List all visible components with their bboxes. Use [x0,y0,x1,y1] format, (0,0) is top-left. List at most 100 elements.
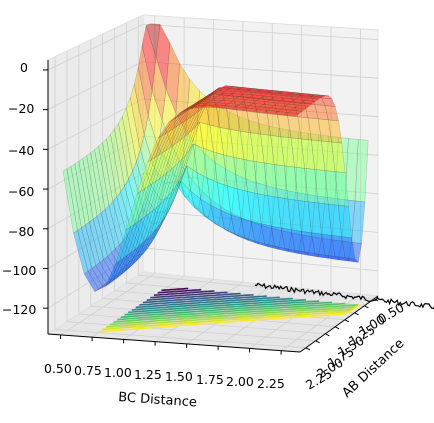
surface-patch [193,102,208,107]
surface-patch [99,259,115,281]
z-gridline [47,98,379,150]
surface-patch [180,180,195,208]
surface-patch [173,118,189,146]
surface-patch [198,93,213,112]
surface-patch [213,102,230,107]
surface-patch [161,126,178,154]
surface-patch [276,92,292,97]
surface-patch [217,100,233,104]
surface-patch [191,143,207,192]
surface-patch [255,123,270,186]
surface-patch [159,165,175,205]
surface-patch [208,87,223,96]
surface-patch [126,190,142,231]
surface-patch [187,179,203,210]
surface-patch [224,103,240,108]
surface-patch [146,203,161,240]
surface-patch [123,221,139,259]
surface-patch [224,88,240,92]
z-gridline [47,210,379,269]
surface-patch [311,232,326,256]
surface-patch [211,91,226,96]
surface-patch [91,265,107,287]
surface-patch [284,165,299,201]
x-gridline [280,28,361,351]
surface-patch [112,196,128,241]
surface-patch [276,90,292,96]
surface-patch [321,233,336,257]
surface-patch [129,84,145,150]
surface-patch [297,102,313,107]
surface-patch [266,91,282,96]
surface-patch [284,112,300,117]
surface-patch [221,90,237,94]
surface-patch [290,94,305,104]
surface-patch [151,149,167,185]
surface-patch [171,112,187,166]
surface-patch [311,96,326,106]
surface-patch [221,168,236,214]
surface-patch [223,154,238,190]
surface-patch [190,190,205,217]
surface-patch [331,198,346,242]
surface-patch [124,246,139,273]
y-tick [325,333,330,337]
surface-patch [120,185,136,231]
surface-patch [195,90,210,155]
surface-patch [278,230,293,252]
surface-patch [201,89,216,102]
surface-patch [121,261,137,271]
surface-patch [224,95,240,100]
z-tick-label: −100 [2,263,36,278]
surface-patch [245,105,261,110]
surface-patch [249,102,265,107]
x-tick-label: 0.50 [44,361,72,376]
surface-patch [294,166,309,202]
surface-patch [233,157,248,192]
surface-patch [190,97,205,109]
surface-patch [273,102,289,107]
surface-patch [201,154,216,201]
surface-patch [202,92,217,109]
surface-patch [273,94,289,99]
surface-patch [228,93,244,97]
contour-line [150,291,228,299]
surface-patch [102,138,117,202]
surface-patch [137,45,153,116]
surface-patch [314,169,329,205]
surface-patch [153,195,169,232]
surface-patch [227,185,242,219]
surface-patch [225,111,240,175]
x-gridline [217,25,303,347]
surface-patch [226,108,241,132]
surface-patch [179,106,194,114]
surface-patch [173,181,189,198]
surface-patch [324,170,339,206]
surface-patch [270,225,286,249]
surface-patch [160,181,175,201]
surface-patch [175,106,191,118]
surface-patch [212,93,227,109]
y-tick [354,312,359,316]
surface-patch [216,106,231,130]
surface-patch [294,96,309,101]
contour-line [128,299,307,314]
surface-patch [327,203,342,237]
surface-patch [275,127,290,191]
surface-patch [219,127,234,158]
y-gridline [126,22,365,307]
surface-patch [294,104,310,110]
z-gridline [47,61,379,110]
y-gridline [54,56,306,349]
y-gridline [137,17,375,300]
surface-patch [108,257,124,285]
surface-patch [110,271,125,281]
surface-patch [143,114,159,169]
surface-patch [140,157,156,192]
surface-patch [286,93,303,98]
surface-patch [334,136,349,200]
surface-patch [231,174,246,219]
surface-patch [179,143,194,181]
surface-patch [242,87,257,90]
surface-patch [280,93,295,103]
